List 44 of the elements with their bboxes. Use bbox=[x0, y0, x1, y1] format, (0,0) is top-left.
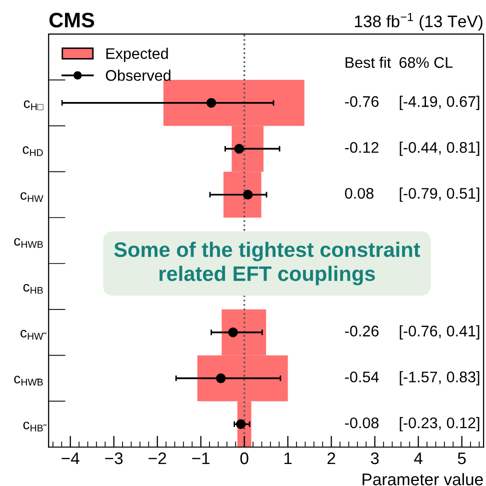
y-tick-label: c$_{HB̃}$ bbox=[23, 422, 47, 432]
annotation: [-4.19, 0.67] bbox=[400, 96, 480, 110]
x-tick-label: 4 bbox=[414, 452, 422, 464]
x-tick-label: −3 bbox=[105, 452, 123, 464]
chart-subtitle: 138 fb$^{−1}$ (13 TeV) bbox=[355, 12, 482, 31]
x-tick-label: 1 bbox=[284, 452, 292, 464]
x-axis-title: Parameter value bbox=[362, 473, 483, 486]
point bbox=[216, 373, 226, 384]
legend-label: Expected bbox=[106, 48, 168, 62]
y-tick-label: c$_{HWB}$ bbox=[14, 238, 43, 248]
text: 68% CL bbox=[400, 57, 453, 68]
x-tick-label: −4 bbox=[62, 452, 80, 464]
annotation: [-0.44, 0.81] bbox=[400, 142, 480, 156]
annotation: [-1.57, 0.83] bbox=[400, 371, 480, 386]
point bbox=[234, 144, 244, 154]
point bbox=[228, 328, 238, 338]
point bbox=[236, 419, 246, 430]
annotation: -0.54 bbox=[345, 372, 379, 382]
annotation: -0.12 bbox=[345, 142, 378, 153]
y-tick-label: c$_{HW̃}$ bbox=[20, 330, 47, 340]
y-tick-label: c$_{HD}$ bbox=[22, 146, 43, 156]
x-tick-label: −2 bbox=[148, 452, 166, 464]
annotation: [-0.79, 0.51] bbox=[400, 188, 480, 202]
annotation: -0.76 bbox=[345, 96, 379, 107]
y-tick-label: c$_{HB}$ bbox=[23, 284, 43, 294]
x-tick-label: 5 bbox=[458, 452, 466, 464]
text: Best fit bbox=[346, 56, 391, 68]
x-tick-label: 3 bbox=[370, 452, 379, 464]
point bbox=[206, 98, 216, 108]
annotation: -0.26 bbox=[345, 326, 379, 336]
x-tick-label: −1 bbox=[192, 452, 210, 464]
y-tick-label: c$_{HW}$ bbox=[20, 192, 44, 202]
x-tick-label: 2 bbox=[328, 452, 336, 464]
annotation: [-0.76, 0.41] bbox=[400, 325, 480, 340]
chart-title: CMS bbox=[49, 12, 94, 28]
point bbox=[242, 190, 253, 200]
legend-label: Observed bbox=[106, 70, 170, 81]
y-tick-label: c$_{HW̃B}$ bbox=[14, 376, 43, 386]
annotation: 0.08 bbox=[344, 188, 374, 199]
y-tick-label: c$_{H□}$ bbox=[24, 100, 44, 110]
annotation: [-0.23, 0.12] bbox=[400, 417, 480, 432]
annotation: -0.08 bbox=[345, 417, 379, 428]
x-tick-label: 0 bbox=[240, 452, 248, 464]
annotation: Some of the tightest constraint related EFT couplings bbox=[114, 242, 420, 286]
